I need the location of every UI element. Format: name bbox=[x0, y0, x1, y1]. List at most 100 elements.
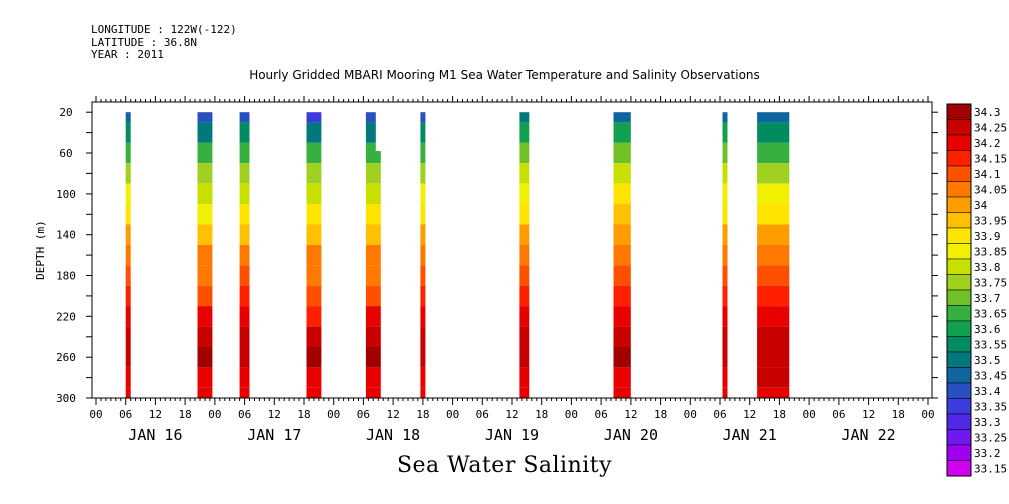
x-tick-label: 06 bbox=[119, 408, 132, 421]
salinity-cell bbox=[420, 163, 426, 184]
salinity-cell bbox=[519, 142, 530, 164]
colorbar: 34.3 34.25 34.2 34.15 34.1 34.05 34 33.95 33.9 33… bbox=[946, 103, 1007, 477]
colorbar-swatch bbox=[946, 165, 972, 182]
salinity-cell bbox=[420, 183, 426, 205]
colorbar-swatch bbox=[946, 103, 972, 120]
colorbar-swatch bbox=[946, 119, 972, 136]
x-tick-label: 00 bbox=[327, 408, 340, 421]
salinity-cell bbox=[519, 347, 530, 368]
x-tick-label: 00 bbox=[684, 408, 697, 421]
salinity-cell bbox=[365, 183, 381, 205]
colorbar-swatch bbox=[946, 367, 972, 384]
y-tick-label: 220 bbox=[56, 310, 76, 323]
colorbar-label: 33.5 bbox=[974, 354, 1001, 367]
colorbar-label: 34.3 bbox=[974, 106, 1001, 119]
salinity-cell bbox=[722, 306, 728, 327]
x-tick-label: 18 bbox=[892, 408, 905, 421]
salinity-cell bbox=[757, 306, 790, 327]
y-tick-label: 60 bbox=[59, 147, 72, 160]
salinity-cell bbox=[519, 306, 530, 327]
salinity-cell bbox=[757, 244, 790, 266]
salinity-cell bbox=[365, 285, 381, 307]
salinity-cell bbox=[197, 244, 213, 266]
salinity-cell bbox=[365, 204, 381, 225]
data-column bbox=[365, 111, 382, 398]
colorbar-label: 33.3 bbox=[974, 416, 1001, 429]
data-column bbox=[722, 112, 728, 398]
salinity-cell bbox=[613, 163, 631, 184]
salinity-cell bbox=[757, 163, 790, 184]
salinity-cell bbox=[722, 224, 728, 245]
salinity-cell bbox=[613, 387, 631, 398]
data-column bbox=[613, 112, 631, 398]
salinity-cell bbox=[420, 244, 426, 266]
colorbar-label: 34 bbox=[974, 199, 988, 212]
salinity-cell bbox=[239, 163, 250, 184]
salinity-cell bbox=[757, 387, 790, 398]
salinity-cell bbox=[757, 204, 790, 225]
colorbar-swatch bbox=[946, 413, 972, 430]
salinity-cell bbox=[125, 112, 131, 123]
day-label: JAN 22 bbox=[842, 426, 896, 444]
salinity-cell bbox=[757, 224, 790, 245]
salinity-cell bbox=[306, 285, 322, 307]
colorbar-swatch bbox=[946, 258, 972, 275]
year-label: YEAR : 2011 bbox=[91, 48, 164, 61]
x-tick-label: 06 bbox=[357, 408, 370, 421]
salinity-cell bbox=[365, 244, 381, 266]
salinity-cell bbox=[613, 142, 631, 164]
colorbar-label: 34.25 bbox=[974, 122, 1007, 135]
day-label: JAN 16 bbox=[128, 426, 182, 444]
salinity-cell bbox=[125, 183, 131, 205]
salinity-cell bbox=[519, 204, 530, 225]
salinity-cell bbox=[197, 183, 213, 205]
day-label: JAN 17 bbox=[247, 426, 301, 444]
colorbar-swatch bbox=[946, 305, 972, 322]
salinity-cell bbox=[306, 265, 322, 286]
colorbar-label: 33.65 bbox=[974, 308, 1007, 321]
salinity-cell bbox=[306, 224, 322, 245]
salinity-cell bbox=[306, 122, 322, 143]
colorbar-label: 34.05 bbox=[974, 184, 1007, 197]
salinity-cell bbox=[365, 224, 381, 245]
salinity-cell bbox=[239, 387, 250, 398]
salinity-cell bbox=[306, 183, 322, 205]
x-tick-label: 12 bbox=[268, 408, 281, 421]
x-tick-label: 06 bbox=[832, 408, 845, 421]
salinity-cell bbox=[306, 244, 322, 266]
salinity-cell bbox=[519, 183, 530, 205]
salinity-cell bbox=[239, 367, 250, 388]
salinity-cell bbox=[306, 306, 322, 327]
x-tick-label: 00 bbox=[208, 408, 221, 421]
salinity-cell bbox=[125, 204, 131, 225]
salinity-cell bbox=[239, 347, 250, 368]
salinity-cell bbox=[613, 122, 631, 143]
x-tick-label: 12 bbox=[862, 408, 875, 421]
salinity-cell bbox=[519, 224, 530, 245]
salinity-cell bbox=[519, 285, 530, 307]
salinity-cell bbox=[197, 347, 213, 368]
salinity-cell bbox=[613, 244, 631, 266]
data-column bbox=[197, 112, 213, 398]
y-tick-label: 300 bbox=[56, 392, 76, 405]
salinity-cell bbox=[125, 306, 131, 327]
data-columns bbox=[125, 111, 790, 398]
salinity-cell bbox=[757, 347, 790, 368]
colorbar-label: 33.6 bbox=[974, 323, 1001, 336]
colorbar-swatch bbox=[946, 336, 972, 353]
salinity-cell bbox=[613, 112, 631, 123]
salinity-cell bbox=[613, 347, 631, 368]
salinity-cell bbox=[519, 122, 530, 143]
colorbar-label: 33.2 bbox=[974, 447, 1001, 460]
salinity-cell bbox=[197, 163, 213, 184]
x-tick-label: 18 bbox=[297, 408, 310, 421]
salinity-cell bbox=[722, 204, 728, 225]
salinity-cell bbox=[365, 367, 381, 388]
variable-title: Sea Water Salinity bbox=[396, 453, 613, 478]
salinity-cell bbox=[239, 142, 250, 164]
salinity-cell bbox=[239, 122, 250, 143]
salinity-cell bbox=[420, 347, 426, 368]
salinity-cell bbox=[239, 183, 250, 205]
salinity-cell bbox=[420, 265, 426, 286]
salinity-cell bbox=[125, 122, 131, 143]
